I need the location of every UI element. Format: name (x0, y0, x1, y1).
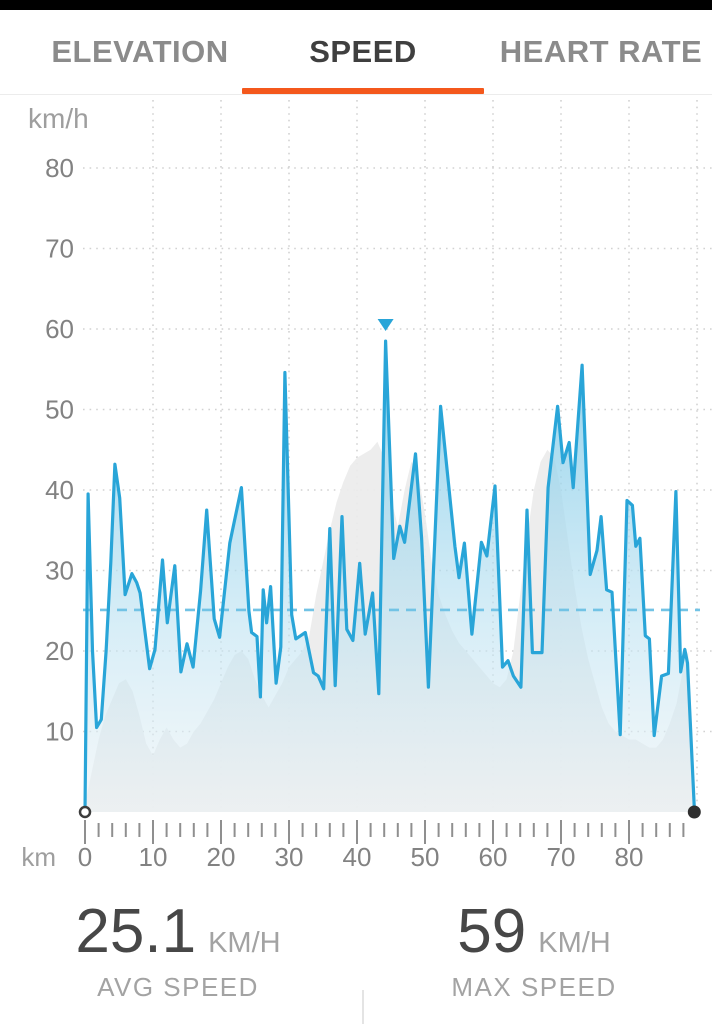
max-speed-stat: 59 KM/H MAX SPEED (356, 886, 712, 1024)
speed-chart[interactable]: 80 70 60 50 40 30 20 10 0 10 20 30 40 50 60 70 80 km/h km (0, 94, 712, 884)
svg-text:50: 50 (45, 395, 74, 425)
svg-text:10: 10 (139, 842, 168, 872)
tab-heart-rate[interactable]: HEART RATE (499, 34, 703, 69)
stats-bar: 25.1 KM/H AVG SPEED 59 KM/H MAX SPEED (0, 886, 712, 1024)
route-endpoints (78, 805, 701, 819)
svg-text:20: 20 (45, 636, 74, 666)
avg-speed-value: 25.1 (75, 897, 197, 966)
svg-text:70: 70 (547, 842, 576, 872)
speed-chart-svg: 80 70 60 50 40 30 20 10 0 10 20 30 40 50 60 70 80 km/h km (21, 100, 712, 872)
svg-text:60: 60 (479, 842, 508, 872)
svg-text:80: 80 (45, 153, 74, 183)
svg-text:30: 30 (45, 556, 74, 586)
max-speed-label: MAX SPEED (451, 972, 617, 1003)
speed-line (83, 339, 696, 814)
svg-text:80: 80 (615, 842, 644, 872)
avg-speed-stat: 25.1 KM/H AVG SPEED (0, 886, 356, 1024)
start-dot (78, 805, 92, 819)
svg-text:20: 20 (207, 842, 236, 872)
svg-text:50: 50 (411, 842, 440, 872)
axis-unit-labels: km/h km (21, 103, 88, 872)
svg-text:60: 60 (45, 314, 74, 344)
max-speed-value: 59 (457, 897, 527, 966)
tab-bar: ELEVATION SPEED HEART RATE (0, 10, 712, 95)
svg-text:40: 40 (45, 475, 74, 505)
tab-elevation[interactable]: ELEVATION (51, 34, 229, 69)
speed-area (85, 341, 695, 812)
max-speed-unit: KM/H (538, 927, 611, 959)
x-axis-labels: 0 10 20 30 40 50 60 70 80 (78, 842, 644, 872)
max-speed-marker-icon (377, 319, 394, 331)
avg-speed-label: AVG SPEED (97, 972, 259, 1003)
tab-speed[interactable]: SPEED (309, 34, 417, 69)
svg-text:40: 40 (343, 842, 372, 872)
svg-text:10: 10 (45, 717, 74, 747)
active-tab-underline-indicator (242, 88, 484, 94)
svg-text:30: 30 (275, 842, 304, 872)
avg-speed-unit: KM/H (208, 927, 281, 959)
svg-text:km: km (21, 842, 56, 872)
y-axis-labels: 80 70 60 50 40 30 20 10 (45, 153, 74, 747)
end-dot (687, 805, 701, 819)
svg-text:70: 70 (45, 234, 74, 264)
x-axis-ruler (84, 820, 685, 844)
top-black-strip (0, 0, 712, 10)
stats-divider (362, 990, 364, 1024)
svg-text:km/h: km/h (28, 103, 89, 134)
svg-text:0: 0 (78, 842, 92, 872)
